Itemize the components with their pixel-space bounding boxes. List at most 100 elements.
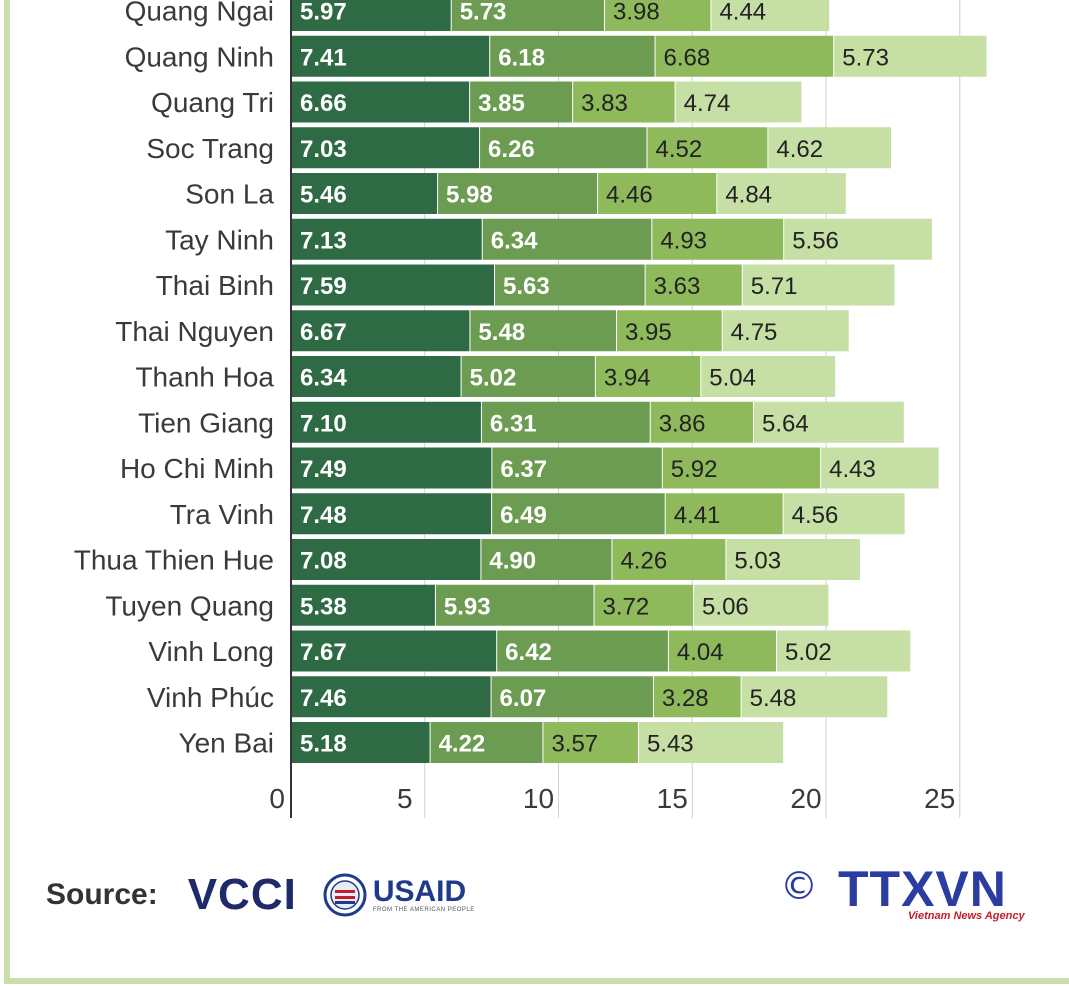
bar-segment — [292, 447, 492, 489]
data-label: 4.84 — [725, 182, 772, 209]
bar-segment — [495, 264, 645, 306]
bar-segment — [480, 127, 647, 169]
bar-segment — [834, 35, 987, 77]
bar-segment — [717, 173, 846, 214]
vcci-logo: VCCI — [187, 870, 297, 919]
category-label: Ho Chi Minh — [120, 453, 274, 484]
data-label: 5.43 — [647, 731, 694, 758]
category-label: Tien Giang — [138, 407, 274, 438]
data-label: 7.08 — [300, 548, 347, 575]
bar-segment — [292, 81, 470, 123]
ttxvn-tagline: Vietnam News Agency — [908, 910, 1025, 922]
stacked-bar-chart: 5.97 5.73 3.98 4.44 7.41 6.18 6.68 5.73 6.66 3.85… — [74, 0, 987, 818]
bar-segment — [435, 584, 594, 626]
data-label: 3.57 — [551, 731, 598, 758]
data-label: 4.74 — [684, 90, 731, 117]
data-label: 7.10 — [300, 410, 347, 437]
frame-border-bottom — [4, 978, 1069, 984]
bar-segment — [292, 173, 438, 214]
bar-segment — [451, 0, 604, 31]
data-label: 5.73 — [842, 44, 889, 71]
data-label: 5.38 — [300, 593, 347, 620]
data-label: 3.83 — [581, 90, 628, 117]
category-label: Thai Nguyen — [115, 316, 274, 347]
bar-segment — [753, 401, 904, 443]
bar-segment — [481, 401, 650, 443]
usaid-wordmark: USAID — [372, 875, 467, 908]
category-label: Soc Trang — [146, 133, 274, 164]
bar-segment — [292, 127, 480, 169]
bar-segment — [665, 493, 783, 535]
data-label: 4.75 — [731, 319, 778, 346]
data-label: 4.52 — [656, 136, 703, 163]
data-label: 6.37 — [500, 456, 547, 483]
ttxvn-logo-block: © TTXVN Vietnam News Agency — [780, 862, 1042, 926]
bar-segment — [701, 356, 836, 397]
bar-segment — [490, 35, 655, 77]
category-label: Thanh Hoa — [135, 362, 274, 393]
data-label: 3.95 — [625, 319, 672, 346]
data-label: 5.48 — [478, 319, 525, 346]
data-label: 5.92 — [671, 456, 718, 483]
bar-segment — [668, 630, 776, 672]
data-label: 5.56 — [792, 227, 839, 254]
data-label: 4.90 — [489, 548, 536, 575]
category-label: Son La — [185, 179, 274, 210]
bar-segment — [776, 630, 911, 672]
x-tick-label: 5 — [397, 783, 413, 814]
data-label: 3.86 — [659, 410, 706, 437]
data-label: 5.18 — [300, 731, 347, 758]
data-label: 4.04 — [677, 639, 724, 666]
bar-segment — [655, 35, 834, 77]
usaid-tagline: FROM THE AMERICAN PEOPLE — [372, 907, 475, 913]
bar-segment — [543, 722, 638, 763]
data-label: 5.03 — [734, 548, 781, 575]
source-section: Source: VCCI USAID FROM THE AMERICAN PEO… — [46, 870, 475, 919]
bar-segment — [292, 356, 461, 397]
x-tick-label: 25 — [924, 783, 955, 814]
bar-segment — [470, 310, 617, 352]
data-label: 7.48 — [300, 502, 347, 529]
bar-segment — [650, 401, 753, 443]
bar-segment — [292, 722, 430, 763]
category-label: Thai Binh — [156, 270, 274, 301]
x-tick-label: 15 — [657, 783, 688, 814]
data-label: 4.56 — [792, 502, 839, 529]
bar-segment — [461, 356, 595, 397]
data-label: 5.63 — [503, 273, 550, 300]
bar-segment — [617, 310, 722, 352]
bar-segment — [722, 310, 849, 352]
data-label: 5.64 — [762, 410, 809, 437]
bar-segment — [292, 584, 435, 626]
data-label: 5.71 — [751, 273, 798, 300]
data-label: 6.34 — [300, 365, 347, 392]
category-label: Quang Tri — [151, 87, 274, 118]
bar-segment — [292, 539, 481, 580]
data-label: 3.63 — [654, 273, 701, 300]
bar-segment — [612, 539, 726, 580]
category-label: Vinh Long — [148, 636, 274, 667]
data-label: 7.41 — [300, 44, 347, 71]
bar-segment — [492, 493, 665, 535]
bar-segment — [645, 264, 742, 306]
data-label: 5.73 — [460, 0, 507, 26]
usaid-logo: USAID FROM THE AMERICAN PEOPLE — [372, 875, 475, 914]
bar-segment — [292, 493, 492, 535]
data-label: 7.67 — [300, 639, 347, 666]
data-label: 6.34 — [491, 227, 538, 254]
data-label: 4.26 — [620, 548, 667, 575]
frame-border-left — [4, 0, 10, 984]
data-label: 6.18 — [498, 44, 545, 71]
bar-segment — [491, 676, 653, 718]
bar-segment — [694, 584, 829, 626]
data-label: 3.28 — [662, 685, 709, 712]
bar-segment — [470, 81, 573, 123]
bar-segment — [653, 676, 741, 718]
data-label: 7.03 — [300, 136, 347, 163]
data-label: 4.93 — [660, 227, 707, 254]
usaid-seal-icon — [323, 873, 367, 917]
data-label: 5.48 — [750, 685, 797, 712]
data-label: 5.46 — [300, 182, 347, 209]
ttxvn-logo: TTXVN — [838, 861, 1007, 917]
